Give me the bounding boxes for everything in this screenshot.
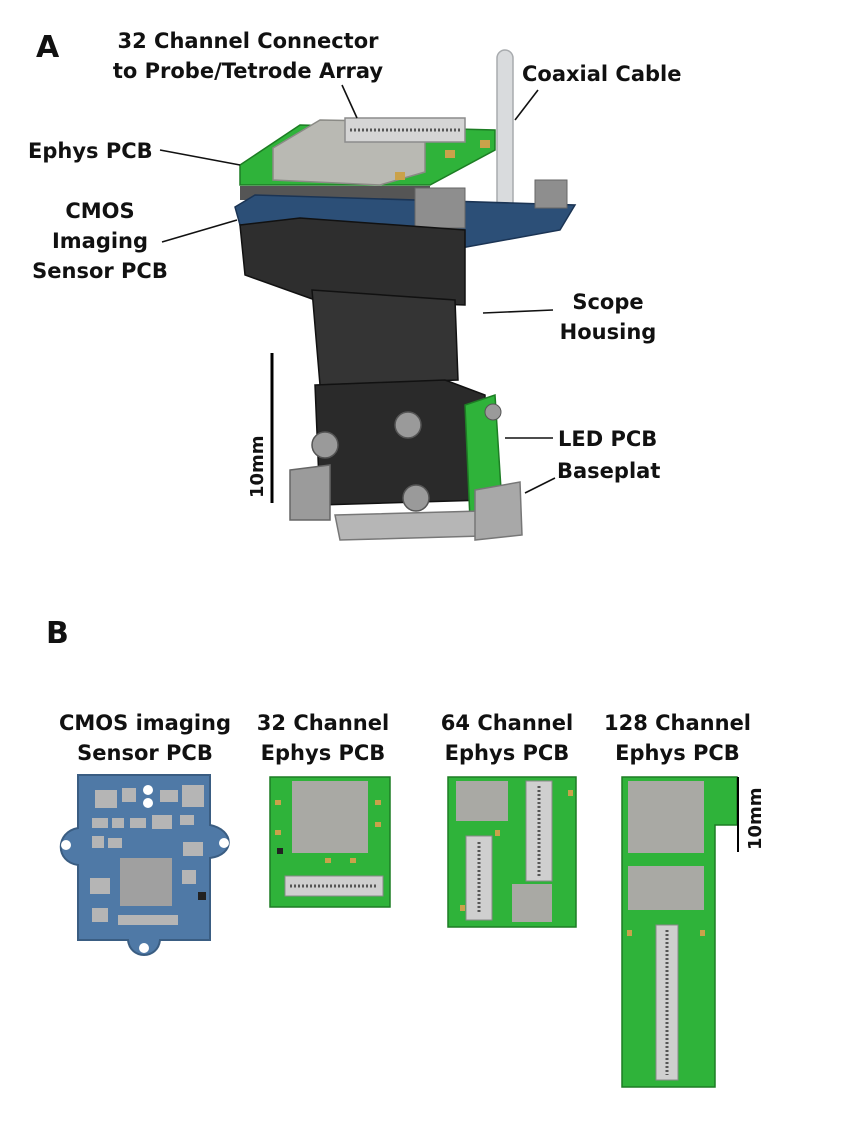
cmos-arrow [161, 219, 238, 243]
label-ephys-pcb: Ephys PCB [28, 139, 153, 163]
baseplate-right-3d [474, 481, 523, 541]
panel-a-letter: A [36, 30, 60, 65]
title-64ch-board: 64 Channel Ephys PCB [440, 711, 574, 765]
screw-icon [402, 484, 430, 512]
scope-housing-3d [311, 289, 459, 386]
label-scope-housing: Scope Housing [559, 290, 657, 344]
title-128ch-board: 128 Channel Ephys PCB [603, 711, 752, 765]
title-32ch-board: 32 Channel Ephys PCB [256, 711, 390, 765]
ephys-64ch-board [447, 776, 577, 928]
screw-icon [311, 431, 339, 459]
label-led-pcb: LED PCB [558, 427, 658, 451]
label-baseplate: Baseplat [557, 459, 661, 483]
baseplate-arrow [524, 477, 556, 494]
screw-icon [394, 411, 422, 439]
panel-b-letter: B [46, 616, 69, 651]
label-coaxial-cable: Coaxial Cable [522, 62, 682, 86]
ephys-128ch-board [621, 776, 738, 1088]
baseplate-left-3d [289, 464, 331, 521]
coax-arrow [514, 89, 539, 121]
ephys-32ch-board [269, 776, 391, 908]
ephys-arrow [159, 149, 241, 166]
label-connector: 32 Channel Connector to Probe/Tetrode Ar… [112, 29, 384, 83]
housing-upper-3d [239, 217, 466, 306]
connector-3d [344, 117, 466, 143]
scale-label-b: 10mm [745, 787, 766, 850]
cmos-board [59, 774, 230, 956]
connector-arrow [341, 84, 358, 119]
housing-arrow [482, 309, 554, 314]
label-cmos-pcb: CMOS Imaging Sensor PCB [32, 199, 168, 283]
title-cmos-board: CMOS imaging Sensor PCB [58, 711, 232, 765]
